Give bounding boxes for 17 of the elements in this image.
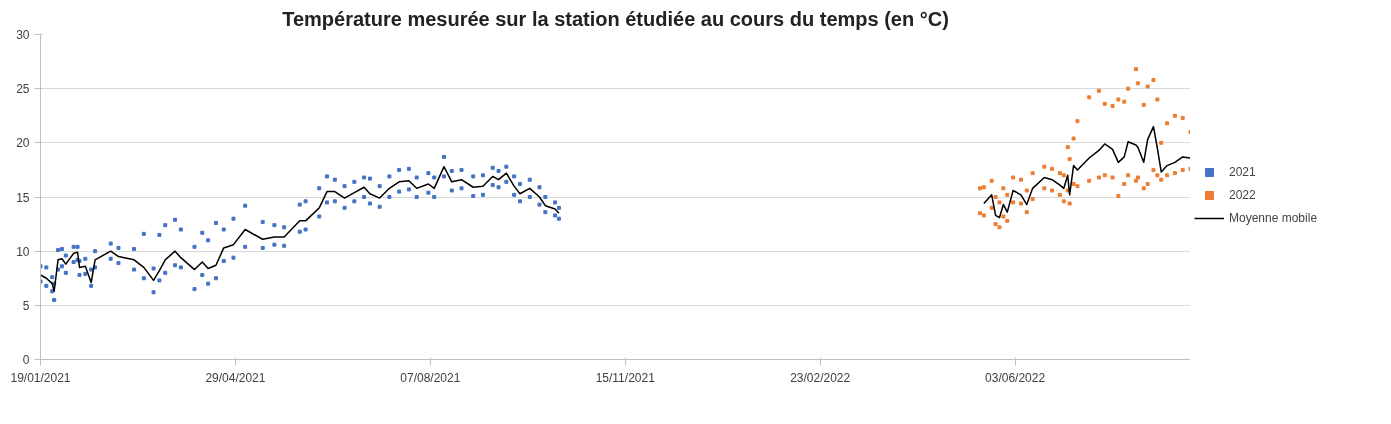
y-tick-label: 0	[22, 353, 30, 367]
y-tick-label: 5	[22, 298, 30, 313]
y-tick-label: 15	[16, 190, 30, 205]
y-tick-label: 30	[16, 28, 30, 42]
chart-title: Température mesurée sur la station étudiée au cours du temps (en °C)	[282, 7, 949, 30]
x-tick-label: 03/06/2022	[985, 370, 1046, 385]
legend-label: 2022	[1229, 187, 1256, 202]
x-tick-label: 15/11/2021	[595, 370, 656, 385]
x-tick-label: 23/02/2022	[790, 370, 851, 385]
y-tick-label: 20	[16, 136, 30, 151]
y-tick-label: 25	[16, 82, 30, 97]
x-tick-label: 19/01/2021	[10, 370, 71, 385]
legend-label: Moyenne mobile	[1229, 210, 1318, 225]
legend-label: 2021	[1229, 164, 1256, 179]
x-tick-label: 29/04/2021	[205, 370, 266, 385]
x-tick-label: 07/08/2021	[400, 370, 461, 385]
y-tick-label: 10	[16, 244, 30, 259]
